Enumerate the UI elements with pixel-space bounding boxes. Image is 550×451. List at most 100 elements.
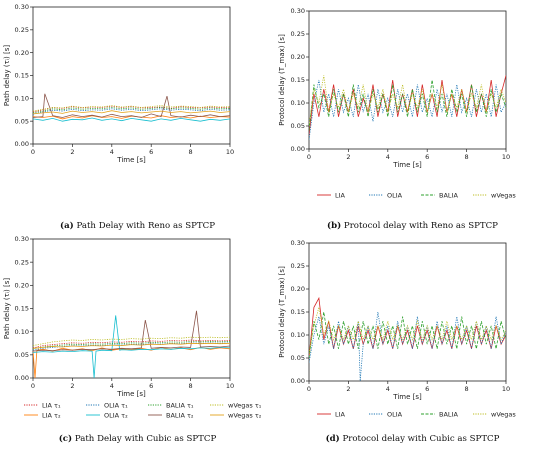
series-line-a-4: [33, 107, 230, 114]
x-tick-label-a-5: 10: [226, 148, 234, 156]
caption-a: (a) Path Delay with Reno as SPTCP: [0, 221, 275, 231]
y-tick-label-d-2: 0.10: [291, 331, 305, 339]
x-tick-label-c-2: 4: [110, 382, 114, 390]
series-line-a-2: [33, 108, 230, 115]
x-tick-label-d-3: 6: [425, 385, 429, 393]
y-tick-label-b-5: 0.25: [291, 30, 305, 38]
legend-label-d-2: BALIA: [439, 410, 458, 418]
x-tick-label-b-5: 10: [502, 153, 510, 161]
chart-panel-a: 0.00 0.05 0.10 0.15 0.20 0.25 0.30 0 2 4 6 8 10 Time …: [0, 0, 275, 170]
plot-frame-a: [32, 6, 231, 145]
legend-label-d-0: LIA: [335, 410, 346, 418]
y-tick-label-d-4: 0.20: [291, 285, 305, 293]
legend-label-c-5: BALIA τ₂: [166, 411, 194, 419]
series-line-d-3: [309, 307, 506, 354]
caption-d: (d) Protocol delay with Cubic as SPTCP: [275, 434, 550, 444]
caption-b-letter: (b): [327, 221, 342, 231]
caption-c-letter: (c): [58, 434, 73, 444]
x-tick-label-b-2: 4: [386, 153, 390, 161]
y-tick-label-d-5: 0.25: [291, 262, 305, 270]
x-tick-label-b-3: 6: [425, 153, 429, 161]
y-tick-label-b-6: 0.30: [291, 7, 305, 15]
plot-frame-c: [32, 238, 231, 379]
series-line-c-3: [33, 315, 230, 378]
x-axis-label-a: Time [s]: [116, 156, 146, 164]
y-tick-label-c-0: 0.00: [15, 374, 29, 382]
legend-label-c-4: BALIA τ₁: [166, 401, 194, 409]
series-line-b-3: [309, 75, 506, 127]
y-tick-label-a-6: 0.30: [15, 3, 29, 11]
caption-a-letter: (a): [60, 221, 74, 231]
y-axis-label-b: Protocol delay (T_max) [s]: [278, 34, 286, 126]
y-tick-label-d-6: 0.30: [291, 239, 305, 247]
y-tick-label-d-1: 0.05: [291, 354, 305, 362]
y-tick-label-c-3: 0.15: [15, 305, 29, 313]
legend-label-a-0: LIA τ₁: [42, 168, 61, 170]
legend-label-c-6: wVegas τ₁: [228, 401, 262, 409]
series-line-b-0: [309, 75, 506, 136]
series-line-c-6: [33, 336, 230, 346]
caption-c-text: Path Delay with Cubic as SPTCP: [74, 434, 217, 444]
series-line-d-1: [309, 311, 506, 381]
legend-label-c-2: OLIA τ₁: [104, 401, 128, 409]
y-tick-label-a-0: 0.00: [15, 140, 29, 148]
series-line-a-5: [33, 93, 230, 118]
x-tick-label-d-2: 4: [386, 385, 390, 393]
x-tick-label-a-0: 0: [31, 148, 35, 156]
x-tick-label-c-5: 10: [226, 382, 234, 390]
series-line-c-5: [33, 310, 230, 352]
series-line-c-4: [33, 340, 230, 350]
legend-label-b-2: BALIA: [439, 191, 458, 199]
x-tick-label-d-0: 0: [307, 385, 311, 393]
x-axis-label-c: Time [s]: [116, 390, 146, 398]
caption-b-text: Protocol delay with Reno as SPTCP: [343, 221, 498, 231]
y-tick-label-b-0: 0.00: [291, 145, 305, 153]
legend-label-c-1: LIA τ₂: [42, 411, 61, 419]
y-tick-label-b-2: 0.10: [291, 99, 305, 107]
y-tick-label-c-5: 0.25: [15, 258, 29, 266]
y-tick-label-a-4: 0.20: [15, 49, 29, 57]
chart-panel-b: 0.00 0.05 0.10 0.15 0.20 0.25 0.30 0 2 4 6 8 10 Time …: [275, 0, 550, 205]
x-axis-label-d: Time [s]: [392, 393, 422, 401]
y-tick-label-a-2: 0.10: [15, 95, 29, 103]
x-tick-label-a-3: 6: [149, 148, 153, 156]
series-line-c-1: [33, 346, 230, 378]
y-axis-label-d: Protocol delay (T_max) [s]: [278, 266, 286, 358]
chart-panel-c: 0.00 0.05 0.10 0.15 0.20 0.25 0.30 0 2 4 6 8 10 Time …: [0, 232, 275, 424]
x-tick-label-d-4: 8: [465, 385, 469, 393]
x-tick-label-b-1: 2: [346, 153, 350, 161]
plot-frame-d: [308, 242, 507, 382]
x-tick-label-b-0: 0: [307, 153, 311, 161]
series-line-c-0: [33, 339, 230, 349]
x-tick-label-d-5: 10: [502, 385, 510, 393]
x-tick-label-d-1: 2: [346, 385, 350, 393]
y-tick-label-c-4: 0.20: [15, 282, 29, 290]
legend-label-a-6: wVegas τ₁: [228, 168, 262, 170]
legend-label-d-1: OLIA: [387, 410, 403, 418]
chart-c-svg: 0.00 0.05 0.10 0.15 0.20 0.25 0.30 0 2 4 6 8 10 Time …: [3, 235, 262, 419]
series-line-d-0: [309, 296, 506, 359]
y-tick-label-b-4: 0.20: [291, 53, 305, 61]
x-tick-label-c-0: 0: [31, 382, 35, 390]
legend-label-c-0: LIA τ₁: [42, 401, 61, 409]
x-tick-label-a-1: 2: [70, 148, 74, 156]
series-line-b-2: [309, 79, 506, 131]
y-tick-label-c-1: 0.05: [15, 351, 29, 359]
caption-d-text: Protocol delay with Cubic as SPTCP: [342, 434, 500, 444]
legend-label-d-3: wVegas: [491, 410, 516, 418]
y-tick-label-c-2: 0.10: [15, 328, 29, 336]
caption-b: (b) Protocol delay with Reno as SPTCP: [275, 221, 550, 231]
plot-frame-b: [308, 10, 507, 150]
chart-d-svg: 0.00 0.05 0.10 0.15 0.20 0.25 0.30 0 2 4 6 8 10 Time …: [278, 239, 516, 418]
x-tick-label-a-2: 4: [110, 148, 114, 156]
x-tick-label-c-1: 2: [70, 382, 74, 390]
series-line-a-3: [33, 117, 230, 122]
x-tick-label-b-4: 8: [465, 153, 469, 161]
series-line-a-6: [33, 105, 230, 112]
y-tick-label-d-3: 0.15: [291, 308, 305, 316]
x-tick-label-c-3: 6: [149, 382, 153, 390]
series-line-a-0: [33, 105, 230, 113]
caption-d-letter: (d): [325, 434, 340, 444]
y-axis-label-c: Path delay (τᵢ) [s]: [3, 278, 11, 339]
x-tick-label-a-4: 8: [189, 148, 193, 156]
